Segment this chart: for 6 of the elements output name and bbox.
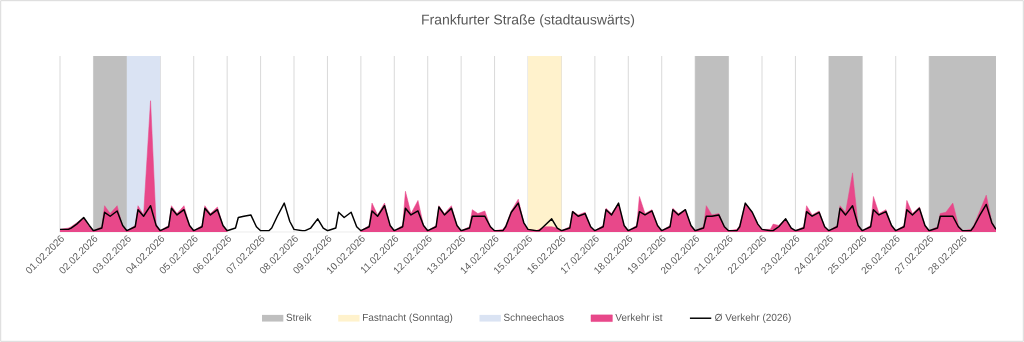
legend-label: Verkehr ist [615,313,663,321]
chart-title: Frankfurter Straße (stadtauswärts) [422,14,635,28]
legend-label: Schneechaos [503,313,564,321]
legend-label: Streik [286,313,312,321]
legend-label: Fastnacht (Sonntag) [363,313,453,323]
legend-label: Ø Verkehr (2026) [715,313,791,323]
